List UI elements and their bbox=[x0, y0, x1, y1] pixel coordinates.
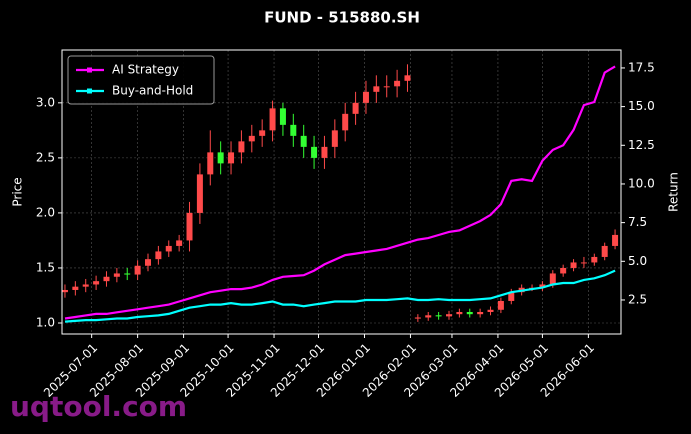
legend-box bbox=[67, 55, 215, 105]
candle-body bbox=[487, 309, 494, 312]
candle-body bbox=[591, 256, 598, 263]
candle-body bbox=[61, 289, 68, 293]
candle-body bbox=[414, 317, 421, 319]
candle-body bbox=[321, 146, 328, 158]
candle-body bbox=[248, 135, 255, 142]
y-axis-label: Price bbox=[11, 177, 25, 206]
candle-body bbox=[404, 75, 411, 81]
y2-axis-label: Return bbox=[667, 172, 681, 212]
candle-body bbox=[601, 245, 608, 257]
candle-body bbox=[259, 130, 266, 136]
watermark: uqtool.com bbox=[10, 390, 187, 423]
candle-body bbox=[207, 152, 214, 175]
candle-body bbox=[113, 273, 120, 277]
line-series bbox=[64, 269, 616, 323]
candle-body bbox=[383, 86, 390, 88]
candle-body bbox=[612, 234, 619, 246]
legend: AI Strategy Buy-and-Hold bbox=[67, 55, 215, 105]
candle-body bbox=[549, 273, 556, 285]
candle-body bbox=[196, 174, 203, 213]
candle-body bbox=[155, 251, 162, 260]
candle-body bbox=[176, 240, 183, 246]
candle-body bbox=[124, 273, 131, 275]
candle-body bbox=[570, 262, 577, 268]
candle-body bbox=[508, 292, 515, 301]
plot-frame bbox=[61, 49, 622, 335]
y-tick-label: 3.0 bbox=[36, 95, 55, 109]
y-tick-label: 1.5 bbox=[36, 260, 55, 274]
candle-body bbox=[435, 315, 442, 317]
line-series bbox=[64, 65, 616, 320]
candle-body bbox=[342, 113, 349, 131]
candle-body bbox=[103, 276, 110, 282]
legend-marker bbox=[87, 88, 92, 94]
candle-body bbox=[352, 102, 359, 114]
candle-body bbox=[466, 311, 473, 315]
legend-label: AI Strategy bbox=[112, 63, 179, 77]
candle-body bbox=[539, 284, 546, 288]
candle-body bbox=[560, 267, 567, 274]
candle-body bbox=[72, 286, 79, 290]
candle-body bbox=[362, 91, 369, 103]
legend-marker bbox=[87, 67, 92, 73]
y2-tick-label: 17.5 bbox=[628, 60, 655, 74]
candle-body bbox=[93, 281, 100, 285]
candle-body bbox=[228, 152, 235, 164]
candle-body bbox=[497, 300, 504, 310]
candle-body bbox=[145, 259, 151, 266]
y-tick-label: 1.0 bbox=[36, 315, 55, 329]
y2-tick-label: 15.0 bbox=[628, 99, 655, 113]
candle-body bbox=[394, 80, 401, 87]
y-tick-label: 2.0 bbox=[36, 205, 55, 219]
candle-body bbox=[217, 152, 224, 164]
candle-body bbox=[165, 245, 172, 252]
candle-body bbox=[300, 135, 307, 147]
y2-tick-label: 7.5 bbox=[628, 215, 647, 229]
y2-tick-label: 10.0 bbox=[628, 176, 655, 190]
candle-body bbox=[279, 108, 286, 125]
candle-body bbox=[446, 314, 452, 317]
y2-tick-label: 5.0 bbox=[628, 254, 647, 268]
candle-body bbox=[425, 315, 432, 318]
y2-tick-label: 12.5 bbox=[628, 138, 655, 152]
y-tick-label: 2.5 bbox=[36, 150, 55, 164]
candle-body bbox=[373, 86, 380, 92]
candle-body bbox=[290, 124, 297, 136]
candle-body bbox=[456, 311, 463, 315]
candle-body bbox=[311, 146, 318, 158]
candle-body bbox=[82, 284, 89, 287]
candle-body bbox=[269, 108, 276, 131]
candle-body bbox=[580, 262, 587, 264]
candle-body bbox=[186, 212, 193, 241]
candle-body bbox=[331, 130, 338, 147]
legend-label: Buy-and-Hold bbox=[112, 84, 193, 98]
candle-body bbox=[134, 265, 141, 275]
y2-tick-label: 2.5 bbox=[628, 292, 647, 306]
chart-title: FUND - 515880.SH bbox=[264, 9, 420, 27]
candle-body bbox=[477, 311, 484, 315]
candle-body bbox=[238, 141, 245, 153]
